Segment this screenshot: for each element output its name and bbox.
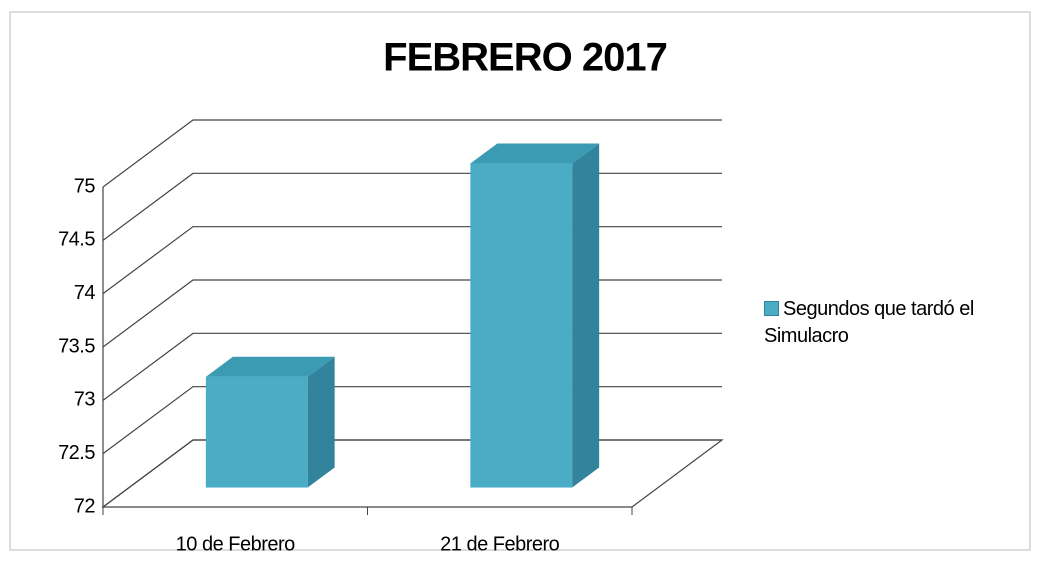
bar-side (307, 356, 335, 488)
y-tick-label: 73.5 (58, 335, 95, 357)
y-tick-label: 73 (74, 389, 96, 411)
grid-line (102, 439, 722, 508)
x-tick-label: 21 de Febrero (440, 533, 560, 555)
y-tick-label: 74 (74, 282, 96, 304)
bar (470, 163, 573, 488)
y-tick-label: 75 (74, 175, 96, 197)
grid-line (102, 226, 722, 295)
grid-line (102, 172, 722, 241)
bar-top (205, 356, 335, 377)
legend: Segundos que tardó el Simulacro (764, 296, 1034, 350)
x-tick-label: 10 de Febrero (176, 533, 296, 555)
grid-line (102, 279, 722, 348)
grid-line (102, 386, 722, 455)
floor (101, 439, 724, 508)
y-tick-label: 72.5 (58, 442, 95, 464)
bar-top (470, 143, 600, 164)
chart-title: FEBRERO 2017 (383, 36, 667, 80)
y-tick-label: 74.5 (58, 229, 95, 251)
y-tick-label: 72 (74, 495, 96, 517)
grid-line (102, 332, 722, 401)
legend-label: Segundos que tardó el Simulacro (764, 298, 974, 347)
bar (205, 376, 308, 488)
grid-line (102, 119, 722, 188)
bar-side (572, 143, 600, 488)
legend-swatch (764, 301, 779, 316)
frame (9, 11, 1031, 551)
